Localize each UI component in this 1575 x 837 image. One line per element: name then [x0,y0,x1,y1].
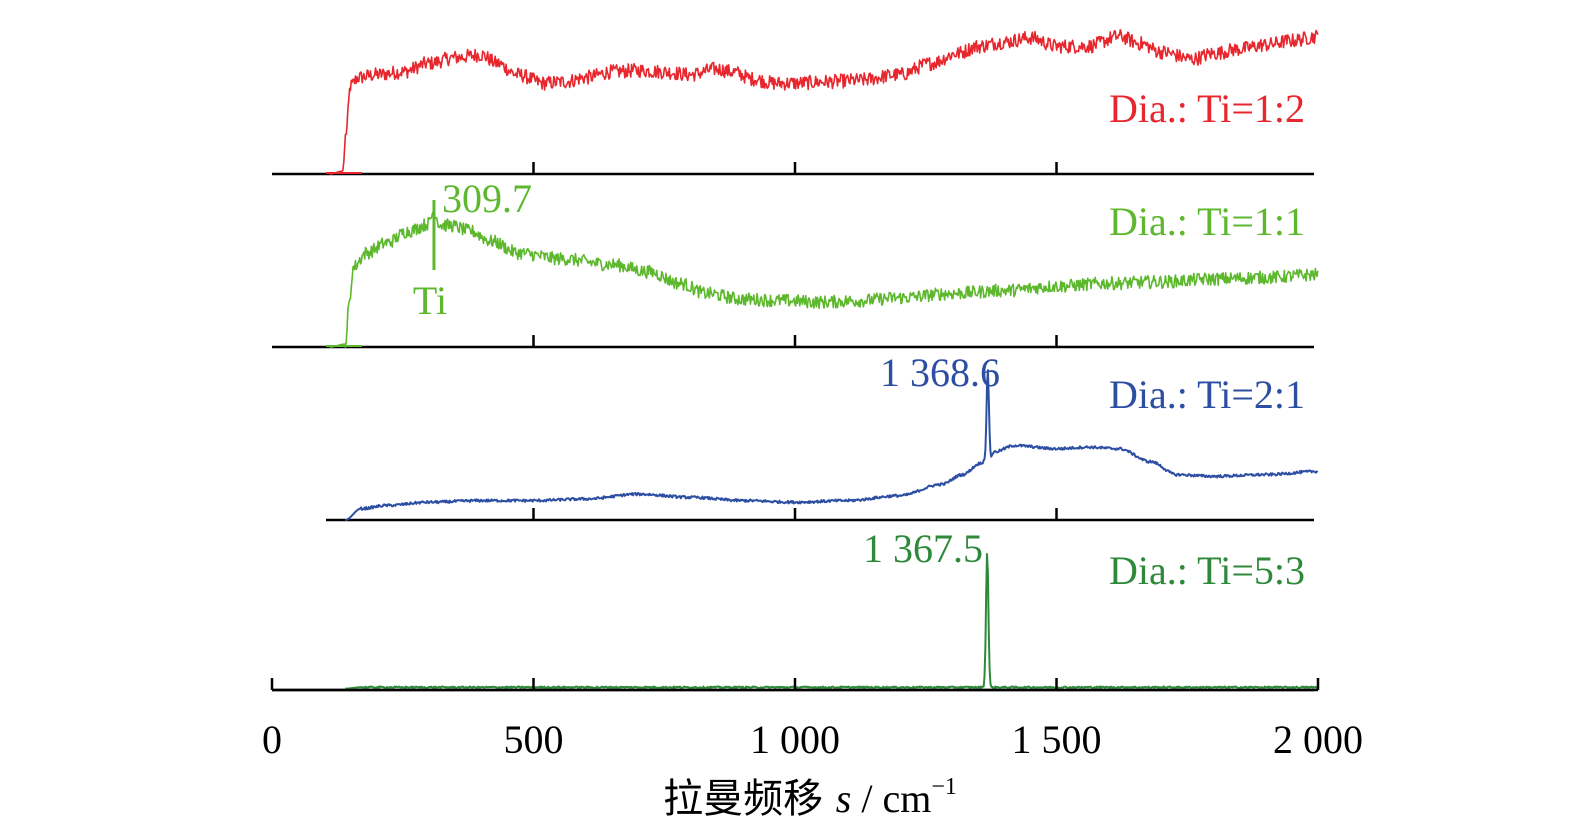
series-line-1 [329,28,1319,175]
peak-label-1368-6: 1 368.6 [880,350,1000,395]
x-tick-label-0: 0 [262,717,282,762]
series-line-2 [329,208,1319,348]
series-label-1-2: Dia.: Ti=1:2 [1109,86,1305,131]
peak-label-1367-5: 1 367.5 [863,526,983,571]
series-label-2-1: Dia.: Ti=2:1 [1109,372,1305,417]
x-tick-label-2000: 2 000 [1273,717,1363,762]
x-tick-label-500: 500 [504,717,564,762]
peak-label-309-7: 309.7 [442,176,532,221]
panel-1 [272,28,1319,176]
x-tick-label-1500: 1 500 [1012,717,1102,762]
x-axis-title: 拉曼频移 s / cm−1 [663,774,957,822]
series-line-4 [345,553,1319,690]
series-label-5-3: Dia.: Ti=5:3 [1109,548,1305,593]
series-label-1-1: Dia.: Ti=1:1 [1109,199,1305,244]
x-axis: 0 500 1 000 1 500 2 000 [262,678,1363,762]
x-tick-label-1000: 1 000 [750,717,840,762]
panel-3 [326,369,1319,522]
series-line-3 [345,369,1319,521]
peak-label-ti: Ti [413,278,447,323]
panel-2 [272,200,1319,349]
